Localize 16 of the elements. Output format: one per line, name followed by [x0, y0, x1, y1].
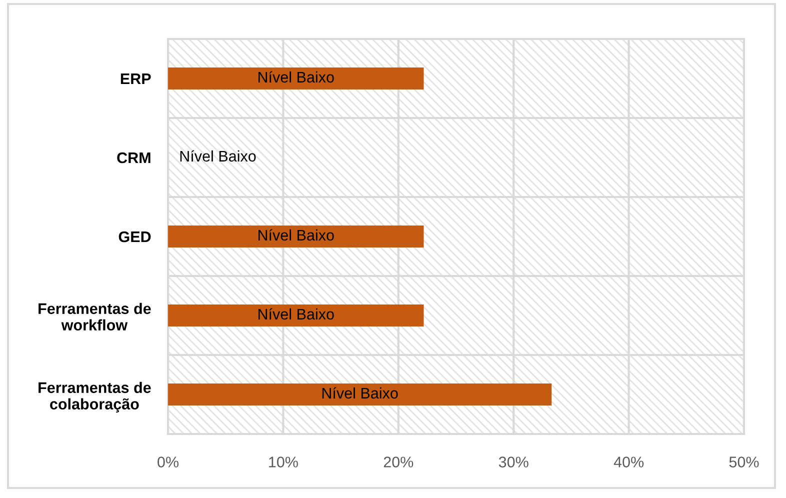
- x-tick-label: 20%: [384, 456, 414, 468]
- data-label: Nível Baixo: [258, 229, 334, 241]
- x-tick-label: 0%: [158, 456, 178, 468]
- y-tick-label: Ferramentas de workflow: [38, 302, 151, 331]
- x-tick-label: 40%: [614, 456, 644, 468]
- data-label: Nível Baixo: [322, 387, 398, 399]
- data-label: Nível Baixo: [258, 71, 334, 83]
- x-tick-label: 50%: [729, 456, 759, 468]
- data-label: Nível Baixo: [180, 150, 256, 162]
- y-tick-label: ERP: [120, 74, 151, 84]
- data-label: Nível Baixo: [258, 308, 334, 320]
- y-tick-label: Ferramentas de colaboração: [38, 382, 151, 413]
- x-tick-label: 30%: [498, 456, 528, 468]
- y-tick-label: GED: [118, 231, 151, 242]
- y-tick-label: CRM: [117, 152, 150, 164]
- x-tick-label: 10%: [269, 456, 298, 468]
